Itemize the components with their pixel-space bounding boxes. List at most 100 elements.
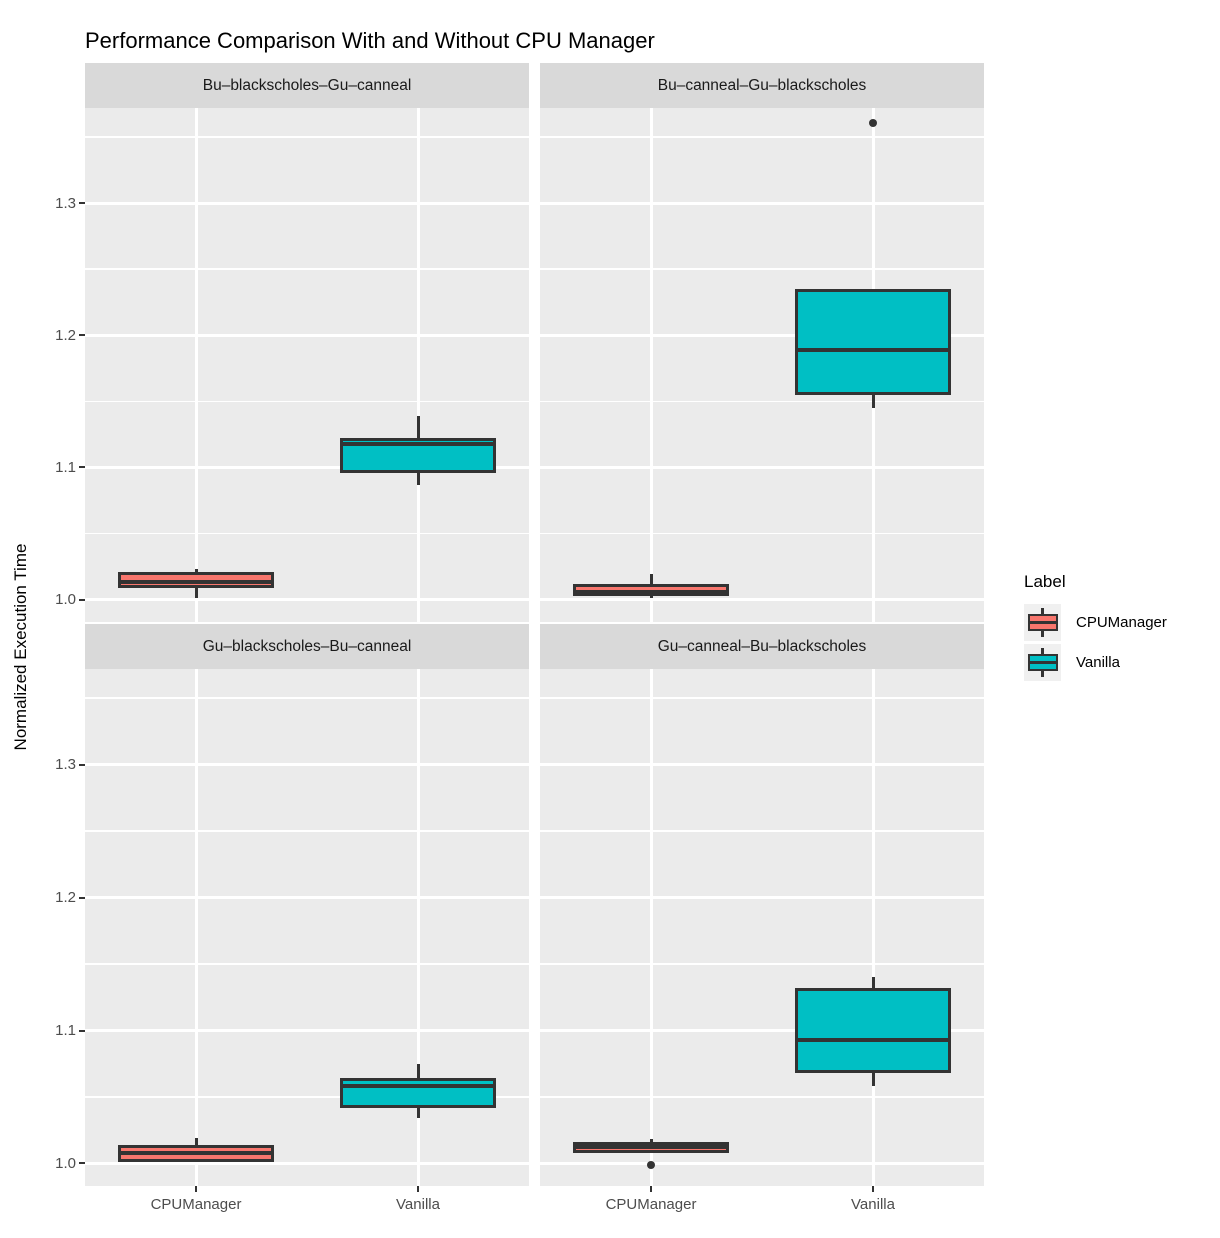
x-tick-label: CPUManager bbox=[150, 1196, 242, 1213]
boxplot-box bbox=[573, 583, 729, 596]
gridline-major bbox=[540, 1161, 984, 1165]
x-axis-tick bbox=[872, 1186, 874, 1192]
chart-title: Performance Comparison With and Without … bbox=[85, 28, 655, 53]
boxplot-median-line bbox=[121, 580, 271, 585]
gridline-minor bbox=[540, 268, 984, 270]
legend-entry-vanilla: Vanilla bbox=[1024, 644, 1167, 681]
gridline-major bbox=[85, 1029, 529, 1032]
facet-panel bbox=[540, 669, 984, 1186]
boxplot-upper-whisker bbox=[871, 977, 875, 988]
gridline-minor bbox=[540, 532, 984, 535]
gridline-major bbox=[540, 763, 984, 767]
facet-strip-label: Bu–canneal–Gu–blackscholes bbox=[540, 63, 984, 108]
gridline-vertical bbox=[194, 669, 198, 1186]
boxplot-upper-whisker bbox=[416, 1063, 420, 1079]
boxplot-lower-whisker bbox=[871, 394, 875, 408]
outlier-point bbox=[869, 118, 877, 127]
gridline-major bbox=[540, 333, 984, 337]
y-tick-label: 1.0 bbox=[55, 1154, 76, 1172]
gridline-minor bbox=[85, 532, 529, 535]
boxplot-median-line bbox=[343, 441, 493, 446]
boxplot-lower-whisker bbox=[649, 595, 653, 599]
y-tick-label: 1.3 bbox=[55, 194, 76, 212]
gridline-major bbox=[85, 465, 529, 469]
gridline-major bbox=[85, 201, 529, 205]
gridline-major bbox=[540, 1029, 984, 1032]
gridline-minor bbox=[85, 830, 529, 832]
y-axis-title: Normalized Execution Time bbox=[11, 543, 30, 751]
y-axis-tick bbox=[79, 334, 85, 337]
facet-bu-canneal-gu-blackscholes: Bu–canneal–Gu–blackscholes bbox=[540, 63, 984, 622]
boxplot-upper-whisker bbox=[649, 574, 653, 584]
legend-entry-cpumanager: CPUManager bbox=[1024, 604, 1167, 641]
gridline-major bbox=[540, 598, 984, 602]
boxplot-box bbox=[340, 1078, 496, 1108]
gridline-minor bbox=[85, 697, 529, 699]
facet-strip-label: Bu–blackscholes–Gu–canneal bbox=[85, 63, 529, 108]
x-axis-tick bbox=[650, 1186, 652, 1192]
y-axis-tick bbox=[79, 202, 85, 205]
gridline-vertical bbox=[194, 108, 198, 622]
x-tick-label: Vanilla bbox=[396, 1196, 440, 1213]
boxplot-median-line bbox=[121, 1150, 271, 1155]
boxplot-median-line bbox=[576, 589, 726, 593]
gridline-vertical bbox=[649, 108, 653, 622]
boxplot-box bbox=[340, 438, 496, 473]
y-tick-label: 1.3 bbox=[55, 756, 76, 774]
boxplot-lower-whisker bbox=[871, 1073, 875, 1087]
boxplot-box bbox=[795, 289, 951, 395]
gridline-minor bbox=[540, 963, 984, 965]
legend-label: Vanilla bbox=[1076, 654, 1120, 671]
boxplot-lower-whisker bbox=[194, 587, 198, 599]
legend-label: CPUManager bbox=[1076, 614, 1167, 631]
gridline-vertical bbox=[416, 669, 420, 1186]
gridline-vertical bbox=[649, 669, 653, 1186]
legend-glyph-median bbox=[1029, 621, 1056, 624]
y-tick-label: 1.0 bbox=[55, 591, 76, 609]
x-axis-tick bbox=[195, 1186, 197, 1192]
facet-gu-blackscholes-bu-canneal: Gu–blackscholes–Bu–canneal bbox=[85, 624, 529, 1186]
facet-bu-blackscholes-gu-canneal: Bu–blackscholes–Gu–canneal bbox=[85, 63, 529, 622]
gridline-minor bbox=[85, 268, 529, 270]
gridline-minor bbox=[540, 697, 984, 699]
y-tick-label: 1.1 bbox=[55, 1022, 76, 1039]
y-tick-label: 1.1 bbox=[55, 458, 76, 476]
gridline-minor bbox=[540, 830, 984, 832]
boxplot-median-line bbox=[798, 347, 948, 352]
y-axis-tick bbox=[79, 1162, 85, 1165]
boxplot-box bbox=[795, 987, 951, 1074]
gridline-vertical bbox=[871, 669, 875, 1186]
boxplot-box bbox=[573, 1142, 729, 1153]
legend: Label CPUManager Vanilla bbox=[1024, 572, 1167, 684]
boxplot-upper-whisker bbox=[194, 1138, 198, 1145]
boxplot-upper-whisker bbox=[649, 1139, 653, 1143]
gridline-minor bbox=[85, 400, 529, 403]
boxplot-upper-whisker bbox=[194, 569, 198, 572]
facet-strip-label: Gu–blackscholes–Bu–canneal bbox=[85, 624, 529, 669]
facet-panel bbox=[540, 108, 984, 622]
gridline-major bbox=[85, 896, 529, 900]
boxplot-lower-whisker bbox=[416, 1107, 420, 1119]
outlier-point bbox=[647, 1160, 655, 1169]
gridline-major bbox=[540, 465, 984, 469]
boxplot-upper-whisker bbox=[416, 415, 420, 439]
y-axis-tick bbox=[79, 598, 85, 601]
gridline-minor bbox=[85, 963, 529, 965]
boxplot-lower-whisker bbox=[416, 472, 420, 485]
gridline-major bbox=[540, 896, 984, 900]
y-axis-tick bbox=[79, 763, 85, 766]
boxplot-median-line bbox=[343, 1084, 493, 1089]
y-axis-tick bbox=[79, 896, 85, 899]
boxplot-box bbox=[118, 571, 274, 588]
gridline-major bbox=[85, 598, 529, 602]
boxplot-median-line bbox=[576, 1145, 726, 1150]
legend-title: Label bbox=[1024, 572, 1066, 591]
gridline-major bbox=[85, 763, 529, 767]
gridline-minor bbox=[85, 1096, 529, 1098]
gridline-vertical bbox=[416, 108, 420, 622]
boxplot-median-line bbox=[798, 1037, 948, 1042]
facet-gu-canneal-bu-blackscholes: Gu–canneal–Bu–blackscholes bbox=[540, 624, 984, 1186]
gridline-minor bbox=[85, 136, 529, 138]
legend-glyph-median bbox=[1029, 661, 1056, 664]
